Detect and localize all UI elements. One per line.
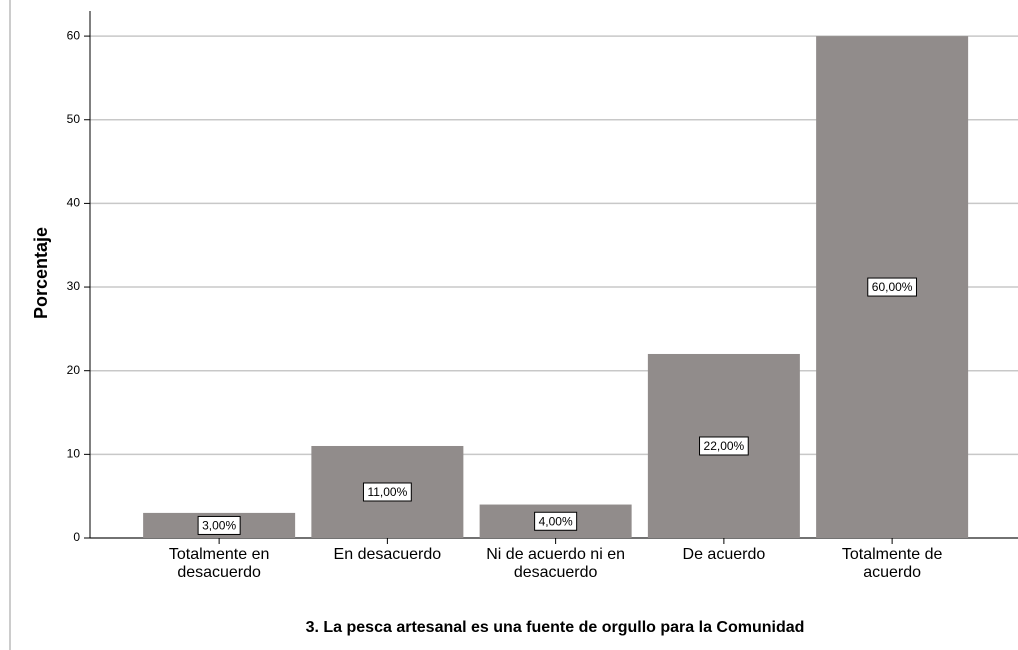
value-label: 11,00% (367, 485, 407, 499)
y-axis-title: Porcentaje (31, 227, 51, 319)
x-axis-title: 3. La pesca artesanal es una fuente de o… (306, 619, 805, 636)
x-tick-label: Totalmente en desacuerdo (168, 546, 270, 581)
x-tick-label-box: Totalmente de acuerdo (841, 546, 943, 581)
y-tick-label: 30 (67, 279, 81, 293)
x-tick-label: En desacuerdo (333, 546, 442, 563)
x-tick-label: Totalmente de acuerdo (841, 546, 943, 581)
value-label: 60,00% (872, 280, 913, 294)
y-tick-label: 10 (67, 447, 81, 461)
value-label-box (534, 511, 578, 531)
x-tick-label: De acuerdo (682, 546, 766, 563)
y-tick-label: 20 (67, 363, 81, 377)
y-tick-label: 0 (73, 530, 80, 544)
value-label: 22,00% (704, 439, 745, 453)
value-label-box (867, 277, 917, 297)
value-label-box (362, 482, 412, 502)
x-tick-label-box: Totalmente en desacuerdo (168, 546, 270, 581)
x-tick-label-box: En desacuerdo (333, 546, 442, 563)
value-label: 4,00% (539, 514, 573, 528)
x-tick-label-box: Ni de acuerdo ni en desacuerdo (486, 546, 625, 581)
y-tick-label: 60 (67, 28, 81, 42)
value-label-box (699, 436, 749, 456)
y-tick-label: 40 (67, 196, 81, 210)
value-label-box (197, 515, 241, 535)
y-tick-label: 50 (67, 112, 81, 126)
value-label: 3,00% (202, 519, 236, 533)
x-tick-label: Ni de acuerdo ni en desacuerdo (486, 546, 625, 581)
x-tick-label-box: De acuerdo (682, 546, 766, 563)
